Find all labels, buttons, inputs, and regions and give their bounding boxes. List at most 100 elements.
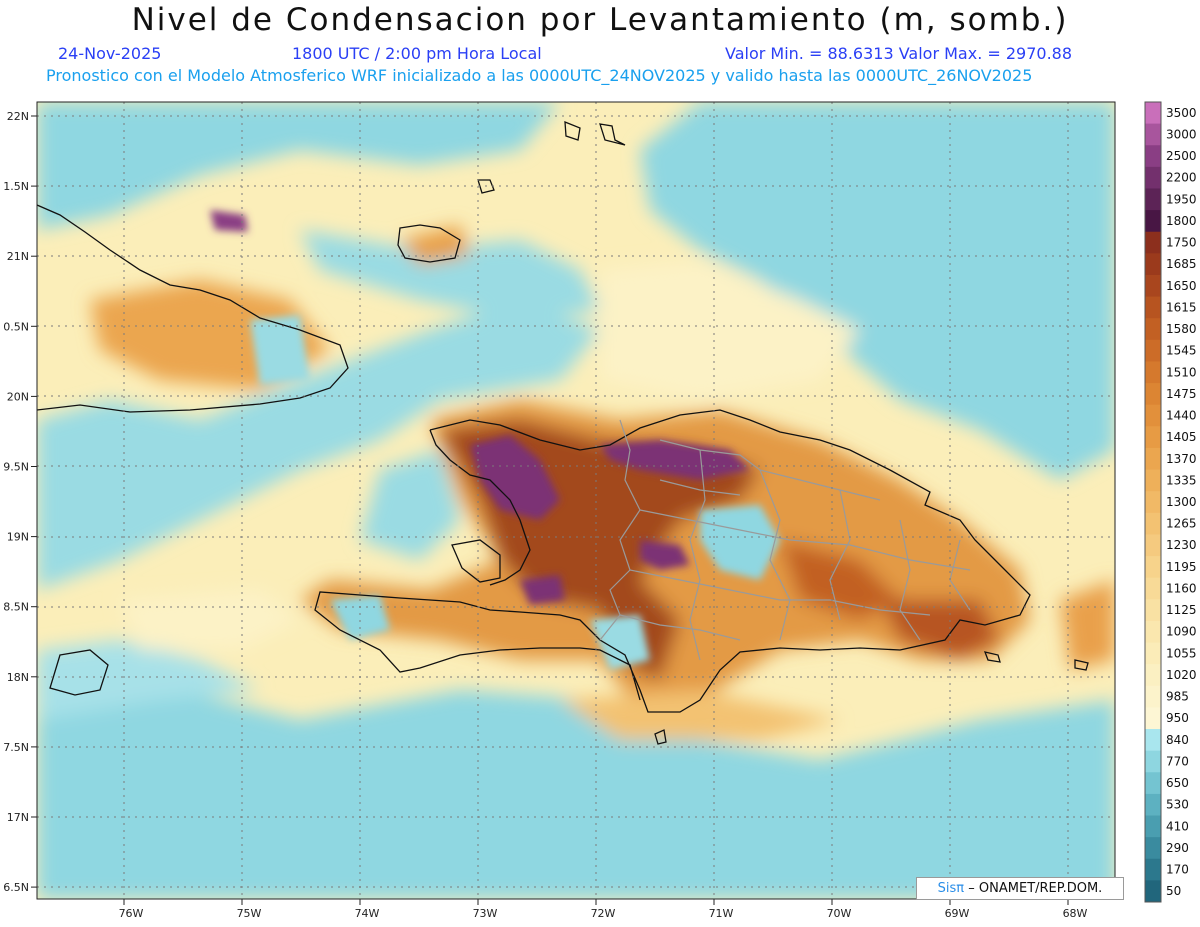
colorbar-label: 3500: [1166, 106, 1197, 120]
lon-label: 73W: [473, 907, 498, 920]
lat-label: 21N: [7, 250, 29, 263]
colorbar-label: 1160: [1166, 581, 1197, 595]
colorbar-label: 1335: [1166, 473, 1197, 487]
colorbar-frame: [1144, 101, 1162, 903]
colorbar-label: 3000: [1166, 127, 1197, 141]
map-title: Nivel de Condensacion por Levantamiento …: [131, 2, 1069, 38]
colorbar-label: 840: [1166, 733, 1189, 747]
coastlines: [37, 121, 1089, 745]
colorbar-swatch: [1145, 102, 1161, 125]
credit-box: Sisπ – ONAMET/REP.DOM.: [916, 877, 1124, 900]
colorbar-label: 1510: [1166, 365, 1197, 379]
colorbar-label: 1405: [1166, 430, 1197, 444]
gridlines: [37, 102, 1115, 899]
latitude-axis: 22N 1.5N 21N 0.5N 20N 9.5N 19N 8.5N 18N 7.5N 17N 6.…: [3, 110, 37, 894]
colorbar-swatch: [1145, 815, 1161, 838]
colorbar-label: 1125: [1166, 603, 1197, 617]
lon-label: 72W: [591, 907, 616, 920]
colorbar-swatch: [1145, 772, 1161, 795]
province-borders: [599, 419, 971, 661]
lat-label: 18N: [7, 671, 29, 684]
colorbar-label: 530: [1166, 798, 1189, 812]
colorbar-swatch: [1145, 750, 1161, 773]
colorbar-label: 1615: [1166, 300, 1197, 314]
colorbar-swatch: [1145, 664, 1161, 687]
colorbar-label: 2500: [1166, 149, 1197, 163]
colorbar-swatch: [1145, 620, 1161, 644]
colorbar-swatch: [1145, 858, 1161, 881]
colorbar-label: 1370: [1166, 452, 1197, 466]
longitude-axis: 76W 75W 74W 73W 72W 71W 70W 69W 68W: [119, 899, 1088, 920]
colorbar-label: 1090: [1166, 625, 1197, 639]
colorbar-swatch: [1145, 318, 1161, 341]
colorbar-swatch: [1145, 599, 1161, 622]
lat-label: 8.5N: [3, 601, 29, 614]
lcl-field: [37, 102, 1115, 899]
colorbar-swatch: [1145, 426, 1161, 449]
lat-label: 1.5N: [3, 180, 29, 193]
colorbar-swatch: [1145, 361, 1161, 384]
colorbar-label: 1440: [1166, 409, 1197, 423]
colorbar-label: 1265: [1166, 517, 1197, 531]
colorbar-swatch: [1145, 404, 1161, 427]
colorbar-label: 1950: [1166, 192, 1197, 206]
lon-label: 74W: [355, 907, 380, 920]
lat-label: 19N: [7, 531, 29, 544]
colorbar-swatch: [1145, 253, 1161, 276]
colorbar-swatch: [1145, 210, 1161, 233]
lat-label: 17N: [7, 811, 29, 824]
colorbar-label: 1685: [1166, 257, 1197, 271]
colorbar-label: 1195: [1166, 560, 1197, 574]
colorbar-swatch: [1145, 447, 1161, 471]
colorbar-swatch: [1145, 534, 1161, 557]
colorbar-swatch: [1145, 577, 1161, 600]
colorbar-swatch: [1145, 642, 1161, 665]
colorbar-swatch: [1145, 231, 1161, 254]
colorbar-swatch: [1145, 707, 1161, 730]
colorbar-swatch: [1145, 469, 1161, 492]
colorbar-label: 770: [1166, 754, 1189, 768]
colorbar-label: 1475: [1166, 387, 1197, 401]
colorbar-swatch: [1145, 685, 1161, 708]
model-description: Pronostico con el Modelo Atmosferico WRF…: [46, 66, 1033, 85]
colorbar-swatch: [1145, 383, 1161, 406]
colorbar-label: 1055: [1166, 646, 1197, 660]
lon-label: 68W: [1063, 907, 1088, 920]
colorbar-swatch: [1145, 145, 1161, 168]
colorbar-label: 1800: [1166, 214, 1197, 228]
colorbar-swatch: [1145, 339, 1161, 362]
colorbar-swatch: [1145, 274, 1161, 298]
lat-label: 0.5N: [3, 320, 29, 333]
lat-label: 6.5N: [3, 881, 29, 894]
colorbar-swatch: [1145, 880, 1161, 903]
lon-label: 69W: [945, 907, 970, 920]
colorbar-swatch: [1145, 793, 1161, 817]
colorbar-swatch: [1145, 837, 1161, 860]
lat-label: 7.5N: [3, 741, 29, 754]
colorbar-label: 1300: [1166, 495, 1197, 509]
colorbar-label: 1230: [1166, 538, 1197, 552]
map-frame: [36, 101, 1116, 900]
colorbar-label: 1580: [1166, 322, 1197, 336]
colorbar-swatch: [1145, 188, 1161, 211]
colorbar-label: 985: [1166, 690, 1189, 704]
colorbar-label: 50: [1166, 884, 1181, 898]
colorbar-label: 410: [1166, 819, 1189, 833]
colorbar-label: 170: [1166, 863, 1189, 877]
colorbar-swatch: [1145, 729, 1161, 752]
colorbar-swatch: [1145, 491, 1161, 514]
colorbar-label: 950: [1166, 711, 1189, 725]
colorbar-label: 1650: [1166, 279, 1197, 293]
lat-label: 20N: [7, 390, 29, 403]
lat-label: 9.5N: [3, 461, 29, 474]
credit-text: – ONAMET/REP.DOM.: [968, 881, 1103, 896]
colorbar: 3500 3000 2500 2200 1950 1800 1750 1685 1650 1615…: [1144, 101, 1197, 903]
colorbar-swatch: [1145, 556, 1161, 579]
colorbar-label: 2200: [1166, 171, 1197, 185]
colorbar-label: 1750: [1166, 236, 1197, 250]
colorbar-swatch: [1145, 123, 1161, 146]
colorbar-swatch: [1145, 166, 1161, 189]
forecast-date: 24-Nov-2025: [58, 44, 162, 63]
lon-label: 70W: [827, 907, 852, 920]
